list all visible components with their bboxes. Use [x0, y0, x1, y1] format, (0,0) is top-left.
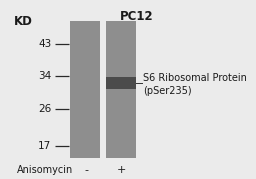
- Bar: [106, 21, 136, 158]
- Bar: [106, 77, 136, 89]
- Text: S6 Ribosomal Protein
(pSer235): S6 Ribosomal Protein (pSer235): [143, 72, 247, 96]
- Text: KD: KD: [14, 15, 33, 28]
- Text: +: +: [116, 165, 126, 175]
- Text: PC12: PC12: [120, 10, 154, 23]
- Bar: [70, 21, 100, 158]
- Text: 34: 34: [38, 71, 51, 81]
- Text: -: -: [84, 165, 88, 175]
- Text: Anisomycin: Anisomycin: [17, 165, 73, 175]
- Text: 17: 17: [38, 141, 51, 151]
- Text: 43: 43: [38, 39, 51, 49]
- Text: 26: 26: [38, 104, 51, 114]
